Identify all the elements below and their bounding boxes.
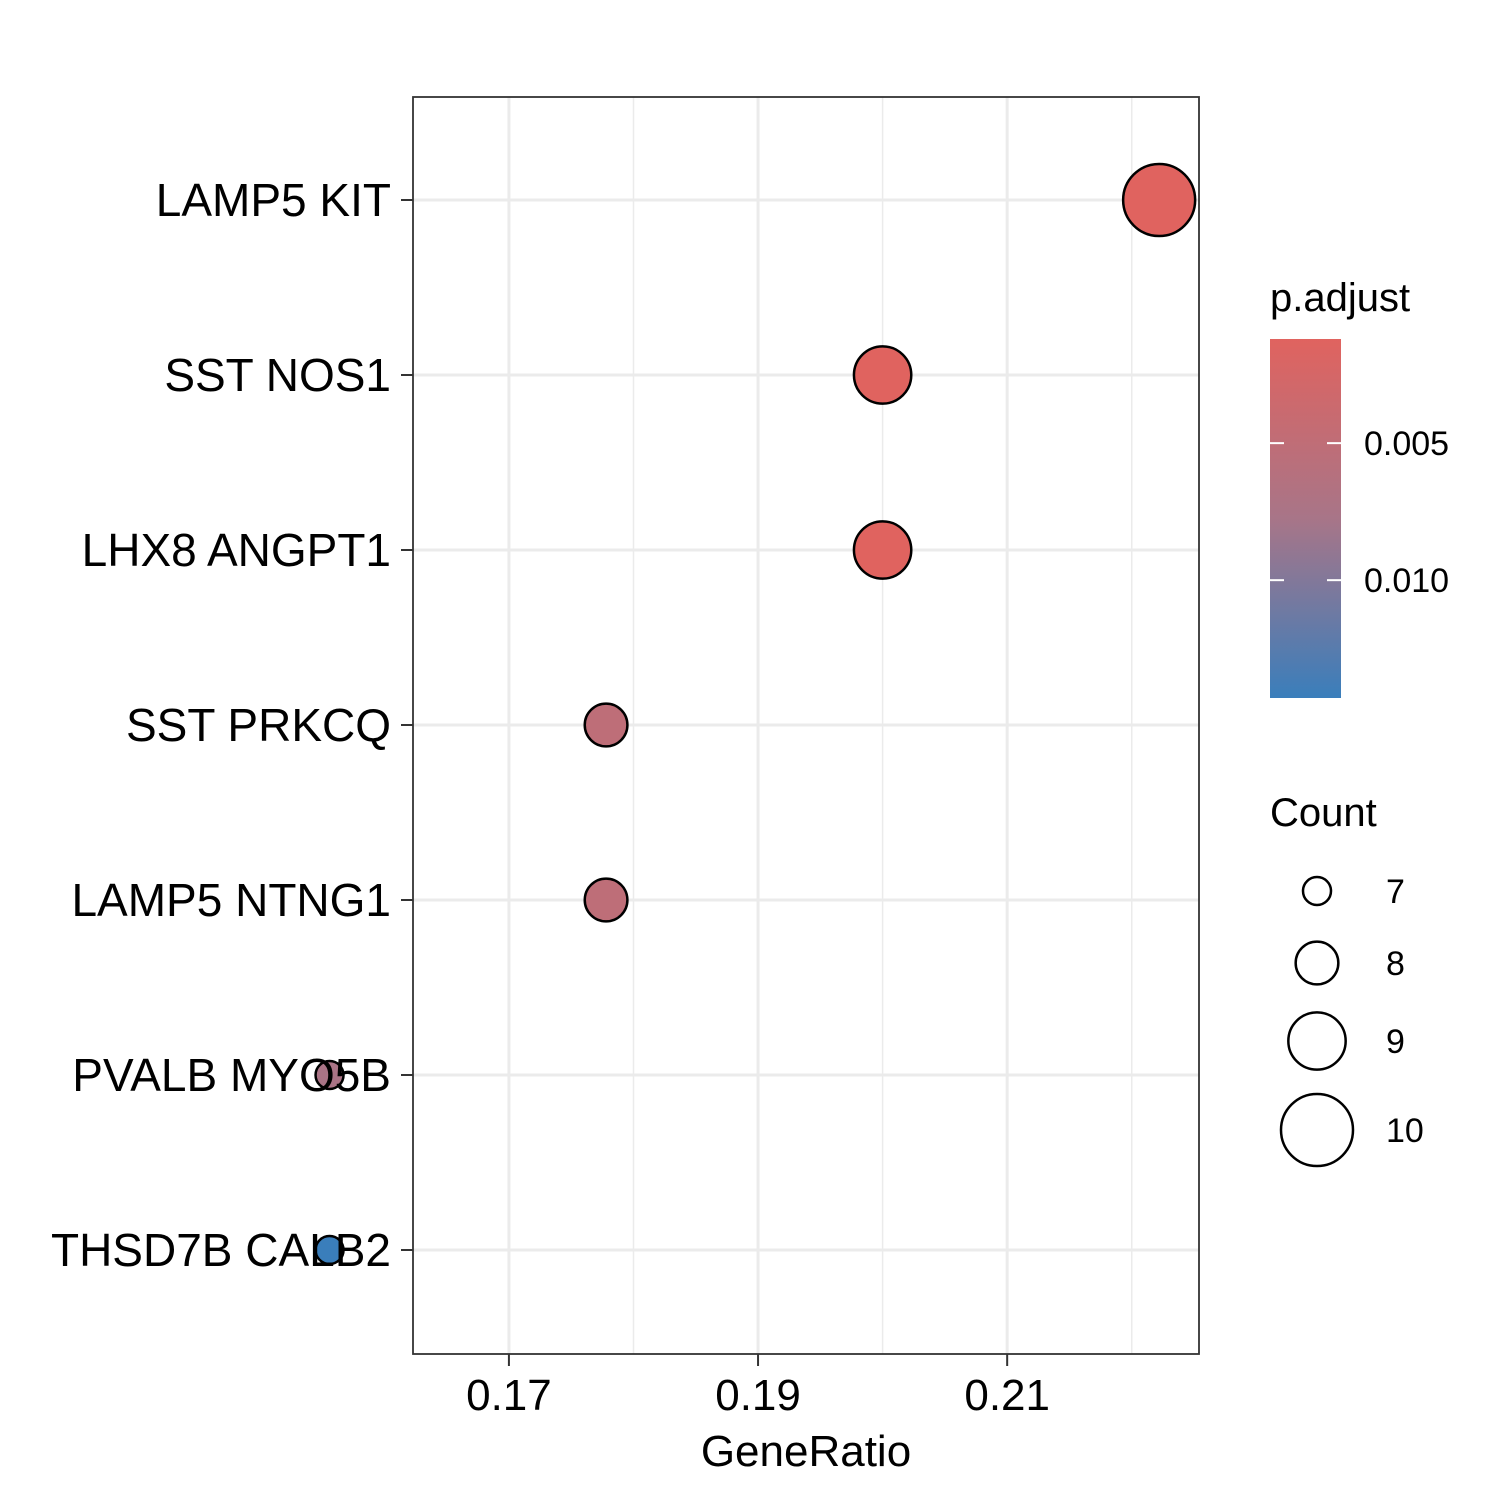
x-tick-label: 0.19 xyxy=(715,1371,801,1420)
color-legend-ticks: 0.005 0.010 xyxy=(1270,425,1449,600)
size-legend: Count 7 8 9 10 xyxy=(1270,791,1424,1168)
size-legend-label: 9 xyxy=(1386,1023,1405,1061)
y-tick-label: SST PRKCQ xyxy=(126,699,391,751)
size-legend-label: 10 xyxy=(1386,1112,1424,1150)
color-legend-tick-label: 0.005 xyxy=(1364,425,1449,463)
data-point xyxy=(852,345,913,405)
data-point xyxy=(852,520,913,580)
size-legend-key xyxy=(1294,940,1340,986)
data-point xyxy=(314,1234,345,1266)
size-legend-label: 7 xyxy=(1386,873,1405,911)
y-tick-label: LAMP5 KIT xyxy=(156,174,391,226)
color-legend-title: p.adjust xyxy=(1270,276,1410,320)
size-legend-key xyxy=(1279,1092,1355,1168)
color-legend-tick-label: 0.010 xyxy=(1364,562,1449,600)
y-axis: THSD7B CALB2 PVALB MYO5B LAMP5 NTNG1 SST PR… xyxy=(51,174,413,1276)
x-tick-label: 0.17 xyxy=(466,1371,552,1420)
size-legend-key xyxy=(1301,875,1333,907)
y-tick-label: LHX8 ANGPT1 xyxy=(82,524,391,576)
y-tick-label: SST NOS1 xyxy=(164,349,391,401)
size-legend-key xyxy=(1287,1011,1347,1071)
size-legend-keys: 7 8 9 10 xyxy=(1279,873,1424,1168)
data-points xyxy=(314,162,1197,1266)
color-legend-bar xyxy=(1270,339,1341,698)
y-tick-label: PVALB MYO5B xyxy=(72,1049,391,1101)
x-axis: 0.17 0.19 0.21 xyxy=(466,1354,1050,1420)
color-legend: p.adjust 0.005 0.010 xyxy=(1270,276,1449,698)
size-legend-label: 8 xyxy=(1386,945,1405,983)
grid-lines xyxy=(413,97,1199,1354)
data-point xyxy=(583,702,629,748)
y-tick-label: LAMP5 NTNG1 xyxy=(71,874,391,926)
y-tick-label: THSD7B CALB2 xyxy=(51,1224,391,1276)
x-tick-label: 0.21 xyxy=(964,1371,1050,1420)
data-point xyxy=(314,1059,345,1091)
data-point xyxy=(1121,162,1197,238)
x-axis-title: GeneRatio xyxy=(701,1427,911,1476)
data-point xyxy=(583,877,629,923)
size-legend-title: Count xyxy=(1270,791,1377,835)
